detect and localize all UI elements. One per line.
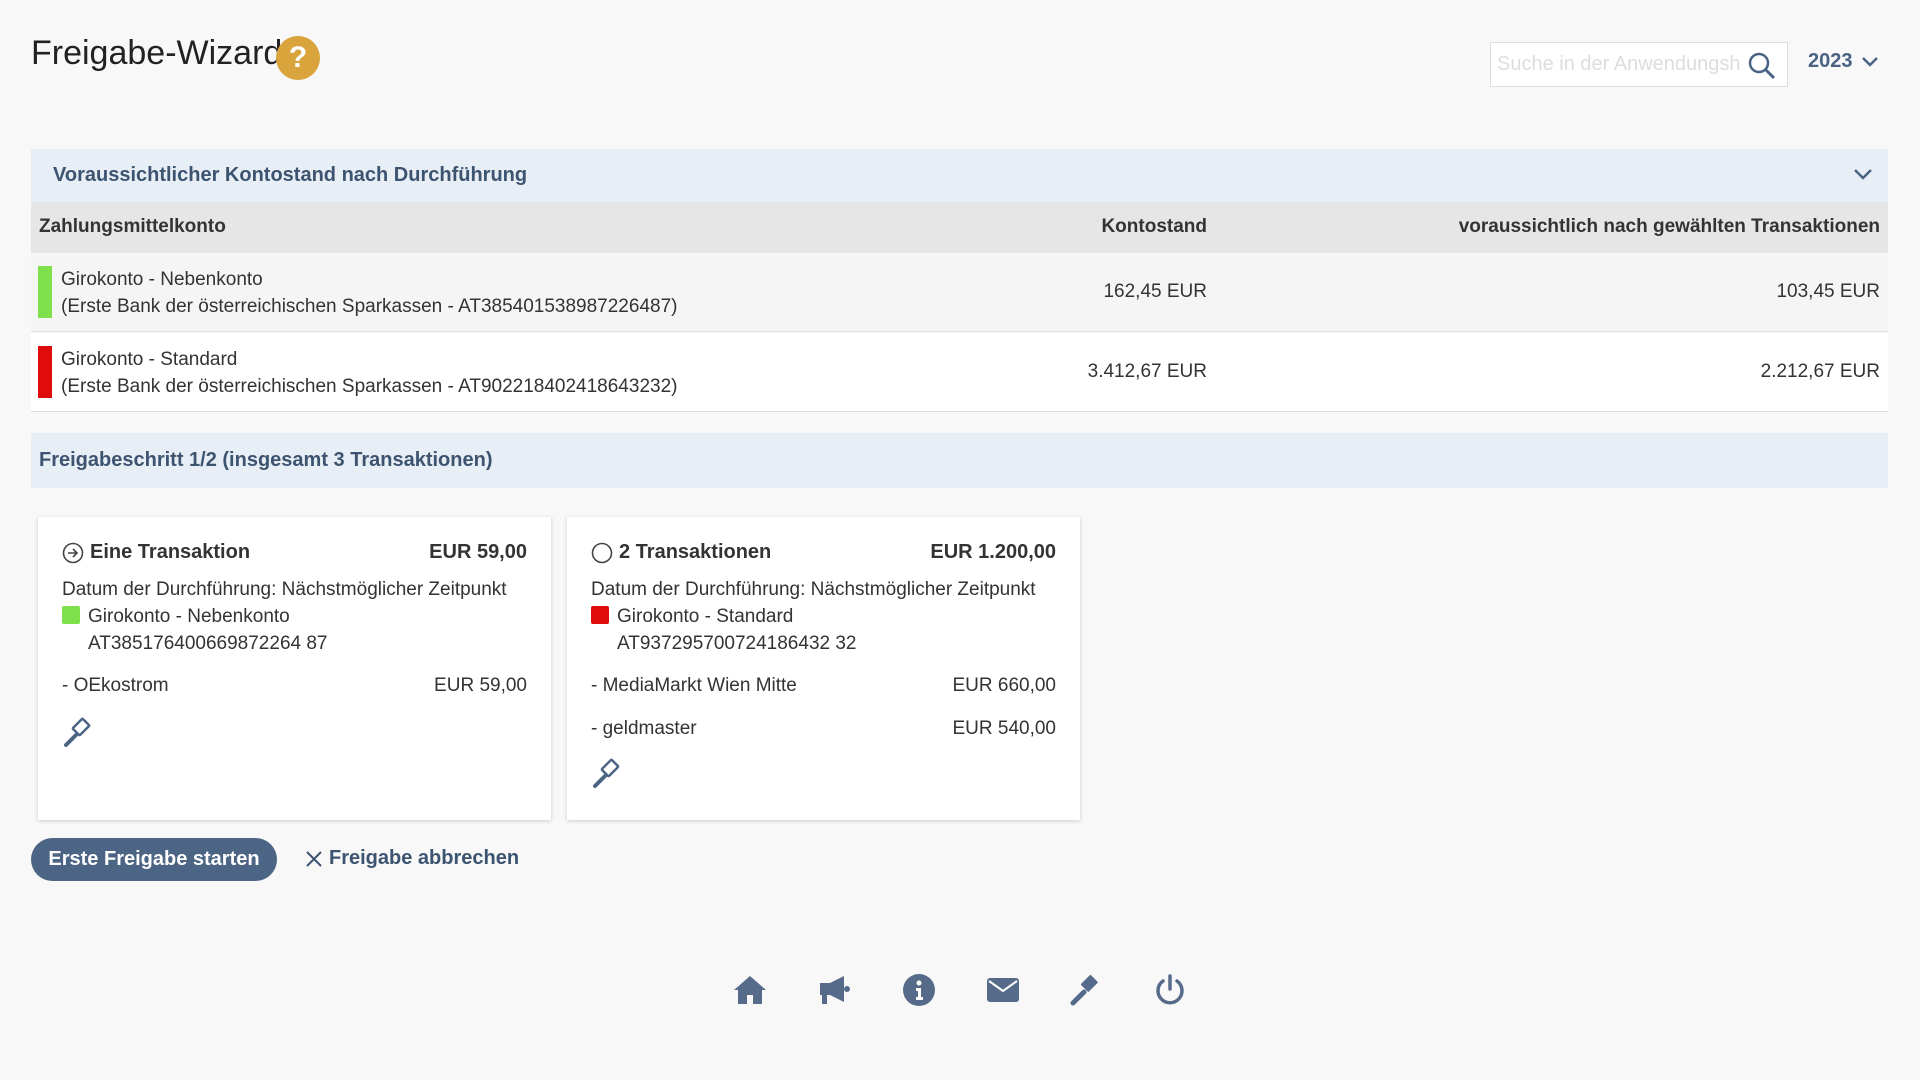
account-color-marker	[38, 346, 52, 398]
cancel-label: Freigabe abbrechen	[329, 847, 520, 869]
balance-table-header: Zahlungsmittelkonto Kontostand voraussic…	[31, 202, 1888, 253]
chevron-down-icon	[1861, 56, 1878, 67]
account-color-marker	[38, 266, 52, 318]
transaction-card[interactable]: 2 Transaktionen EUR 1.200,00 Datum der Du…	[567, 517, 1080, 820]
column-balance: Kontostand	[1101, 216, 1207, 237]
card-account: Girokonto - Standard	[617, 606, 794, 627]
balance-section-title: Voraussichtlicher Kontostand nach Durchf…	[53, 164, 528, 186]
chevron-down-icon[interactable]	[1852, 163, 1874, 185]
account-name: Girokonto - Nebenkonto	[61, 269, 263, 290]
search-box[interactable]	[1490, 42, 1788, 87]
account-balance: 162,45 EUR	[1103, 281, 1207, 302]
item-amount: EUR 59,00	[434, 675, 527, 696]
page-title: Freigabe-Wizard	[31, 34, 283, 72]
balance-section-header[interactable]: Voraussichtlicher Kontostand nach Durchf…	[31, 149, 1888, 202]
item-label: - geldmaster	[591, 718, 697, 739]
home-icon[interactable]	[730, 970, 770, 1010]
item-amount: EUR 660,00	[952, 675, 1056, 696]
account-color-marker	[62, 606, 80, 624]
year-select[interactable]: 2023	[1808, 50, 1879, 73]
account-expected: 103,45 EUR	[1776, 281, 1880, 302]
mail-icon[interactable]	[983, 970, 1023, 1010]
search-input[interactable]	[1491, 43, 1741, 86]
year-value: 2023	[1808, 50, 1853, 72]
account-bank: (Erste Bank der österreichischen Sparkas…	[61, 296, 678, 317]
info-icon[interactable]	[899, 970, 939, 1010]
card-title: Eine Transaktion	[90, 541, 251, 563]
account-expected: 2.212,67 EUR	[1760, 361, 1880, 382]
card-iban: AT385176400669872264 87	[88, 633, 328, 654]
card-account: Girokonto - Nebenkonto	[88, 606, 290, 627]
question-circle-icon[interactable]: ?	[276, 36, 320, 80]
start-approval-button[interactable]: Erste Freigabe starten	[31, 838, 277, 881]
power-icon[interactable]	[1150, 970, 1190, 1010]
step-header: Freigabeschritt 1/2 (insgesamt 3 Transak…	[31, 433, 1888, 488]
cancel-approval-link[interactable]: Freigabe abbrechen	[305, 847, 519, 870]
account-balance: 3.412,67 EUR	[1087, 361, 1207, 382]
gavel-icon[interactable]	[1066, 970, 1106, 1010]
card-date: Datum der Durchführung: Nächstmöglicher …	[62, 579, 507, 600]
search-icon[interactable]	[1747, 51, 1777, 81]
gavel-icon[interactable]	[591, 758, 623, 790]
table-row: Girokonto - Nebenkonto (Erste Bank der ös…	[31, 253, 1888, 332]
card-date: Datum der Durchführung: Nächstmöglicher …	[591, 579, 1036, 600]
megaphone-icon[interactable]	[815, 970, 855, 1010]
radio-button[interactable]	[591, 542, 613, 564]
step-title: Freigabeschritt 1/2 (insgesamt 3 Transak…	[39, 449, 493, 471]
arrow-circle-icon	[62, 542, 84, 563]
item-label: - MediaMarkt Wien Mitte	[591, 675, 797, 696]
card-total: EUR 1.200,00	[930, 541, 1056, 563]
account-name: Girokonto - Standard	[61, 349, 238, 370]
column-expected: voraussichtlich nach gewählten Transakti…	[1458, 216, 1880, 237]
account-bank: (Erste Bank der österreichischen Sparkas…	[61, 376, 678, 397]
card-iban: AT937295700724186432 32	[617, 633, 857, 654]
item-amount: EUR 540,00	[952, 718, 1056, 739]
card-title: 2 Transaktionen	[619, 541, 772, 563]
account-color-marker	[591, 606, 609, 624]
close-icon	[306, 850, 322, 867]
table-row: Girokonto - Standard (Erste Bank der öste…	[31, 333, 1888, 412]
card-total: EUR 59,00	[429, 541, 527, 563]
column-account: Zahlungsmittelkonto	[39, 216, 226, 237]
item-label: - OEkostrom	[62, 675, 169, 696]
transaction-card[interactable]: Eine Transaktion EUR 59,00 Datum der Durc…	[38, 517, 551, 820]
gavel-icon[interactable]	[62, 717, 94, 749]
